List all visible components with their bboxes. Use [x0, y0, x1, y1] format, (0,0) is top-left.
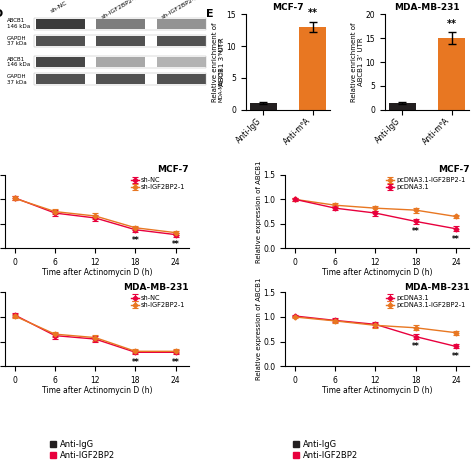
Text: sh-NC: sh-NC	[50, 0, 69, 14]
Bar	[156, 57, 206, 67]
Bar	[96, 36, 146, 46]
Bar	[34, 35, 206, 47]
Bar	[36, 18, 85, 29]
Text: MCF-7: MCF-7	[157, 165, 189, 174]
Text: **: **	[172, 358, 180, 367]
Bar	[36, 36, 85, 46]
X-axis label: Time after Actinomycin D (h): Time after Actinomycin D (h)	[322, 268, 432, 277]
Title: MCF-7: MCF-7	[272, 3, 304, 12]
X-axis label: Time after Actinomycin D (h): Time after Actinomycin D (h)	[42, 268, 152, 277]
X-axis label: Time after Actinomycin D (h): Time after Actinomycin D (h)	[322, 386, 432, 395]
Bar	[36, 57, 85, 67]
Text: **: **	[412, 343, 419, 352]
Legend: sh-NC, sh-IGF2BP2-1: sh-NC, sh-IGF2BP2-1	[130, 177, 186, 191]
Text: ABCB1
146 kDa: ABCB1 146 kDa	[7, 18, 30, 29]
Bar	[299, 27, 327, 110]
Legend: Anti-IgG, Anti-IGF2BP2: Anti-IgG, Anti-IGF2BP2	[293, 440, 358, 460]
Y-axis label: Relative enrichment of
ABCB1 3’ UTR: Relative enrichment of ABCB1 3’ UTR	[212, 22, 225, 102]
Text: ABCB1
146 kDa: ABCB1 146 kDa	[7, 56, 30, 67]
Text: **: **	[132, 236, 139, 245]
X-axis label: Time after Actinomycin D (h): Time after Actinomycin D (h)	[42, 386, 152, 395]
Y-axis label: Relative enrichment of
ABCB1 3’ UTR: Relative enrichment of ABCB1 3’ UTR	[351, 22, 364, 102]
Bar	[96, 57, 146, 67]
Bar	[34, 56, 206, 68]
Text: sh-IGF2BP2-2: sh-IGF2BP2-2	[161, 0, 200, 20]
Text: **: **	[172, 240, 180, 249]
Legend: pcDNA3.1-IGF2BP2-1, pcDNA3.1: pcDNA3.1-IGF2BP2-1, pcDNA3.1	[385, 177, 466, 191]
Text: E: E	[206, 9, 213, 19]
Text: **: **	[452, 235, 460, 244]
Bar	[156, 36, 206, 46]
Bar	[389, 103, 416, 110]
Text: MCF-7: MCF-7	[438, 165, 469, 174]
Text: MCF-7: MCF-7	[219, 37, 224, 54]
Text: MDA-MB-231: MDA-MB-231	[123, 283, 189, 292]
Text: **: **	[452, 352, 460, 361]
Text: **: **	[447, 18, 457, 28]
Legend: Anti-IgG, Anti-IGF2BP2: Anti-IgG, Anti-IGF2BP2	[50, 440, 115, 460]
Y-axis label: Relative expression of ABCB1: Relative expression of ABCB1	[255, 160, 262, 263]
Title: MDA-MB-231: MDA-MB-231	[394, 3, 460, 12]
Bar	[438, 38, 465, 110]
Bar	[34, 73, 206, 85]
Text: D: D	[0, 9, 3, 19]
Text: **: **	[308, 8, 318, 18]
Legend: pcDNA3.1, pcDNA3.1-IGF2BP2-1: pcDNA3.1, pcDNA3.1-IGF2BP2-1	[385, 294, 466, 309]
Text: MDA-MB-231: MDA-MB-231	[219, 66, 224, 101]
Text: **: **	[412, 227, 419, 236]
Y-axis label: Relative expression of ABCB1: Relative expression of ABCB1	[255, 278, 262, 381]
Bar	[156, 74, 206, 84]
Bar	[250, 103, 277, 110]
Text: GAPDH
37 kDa: GAPDH 37 kDa	[7, 74, 27, 85]
Text: sh-IGF2BP2-1: sh-IGF2BP2-1	[100, 0, 139, 20]
Bar	[96, 74, 146, 84]
Bar	[34, 18, 206, 30]
Text: GAPDH
37 kDa: GAPDH 37 kDa	[7, 36, 27, 46]
Text: MDA-MB-231: MDA-MB-231	[404, 283, 469, 292]
Text: **: **	[132, 358, 139, 367]
Bar	[36, 74, 85, 84]
Bar	[156, 18, 206, 29]
Legend: sh-NC, sh-IGF2BP2-1: sh-NC, sh-IGF2BP2-1	[130, 294, 186, 309]
Bar	[96, 18, 146, 29]
